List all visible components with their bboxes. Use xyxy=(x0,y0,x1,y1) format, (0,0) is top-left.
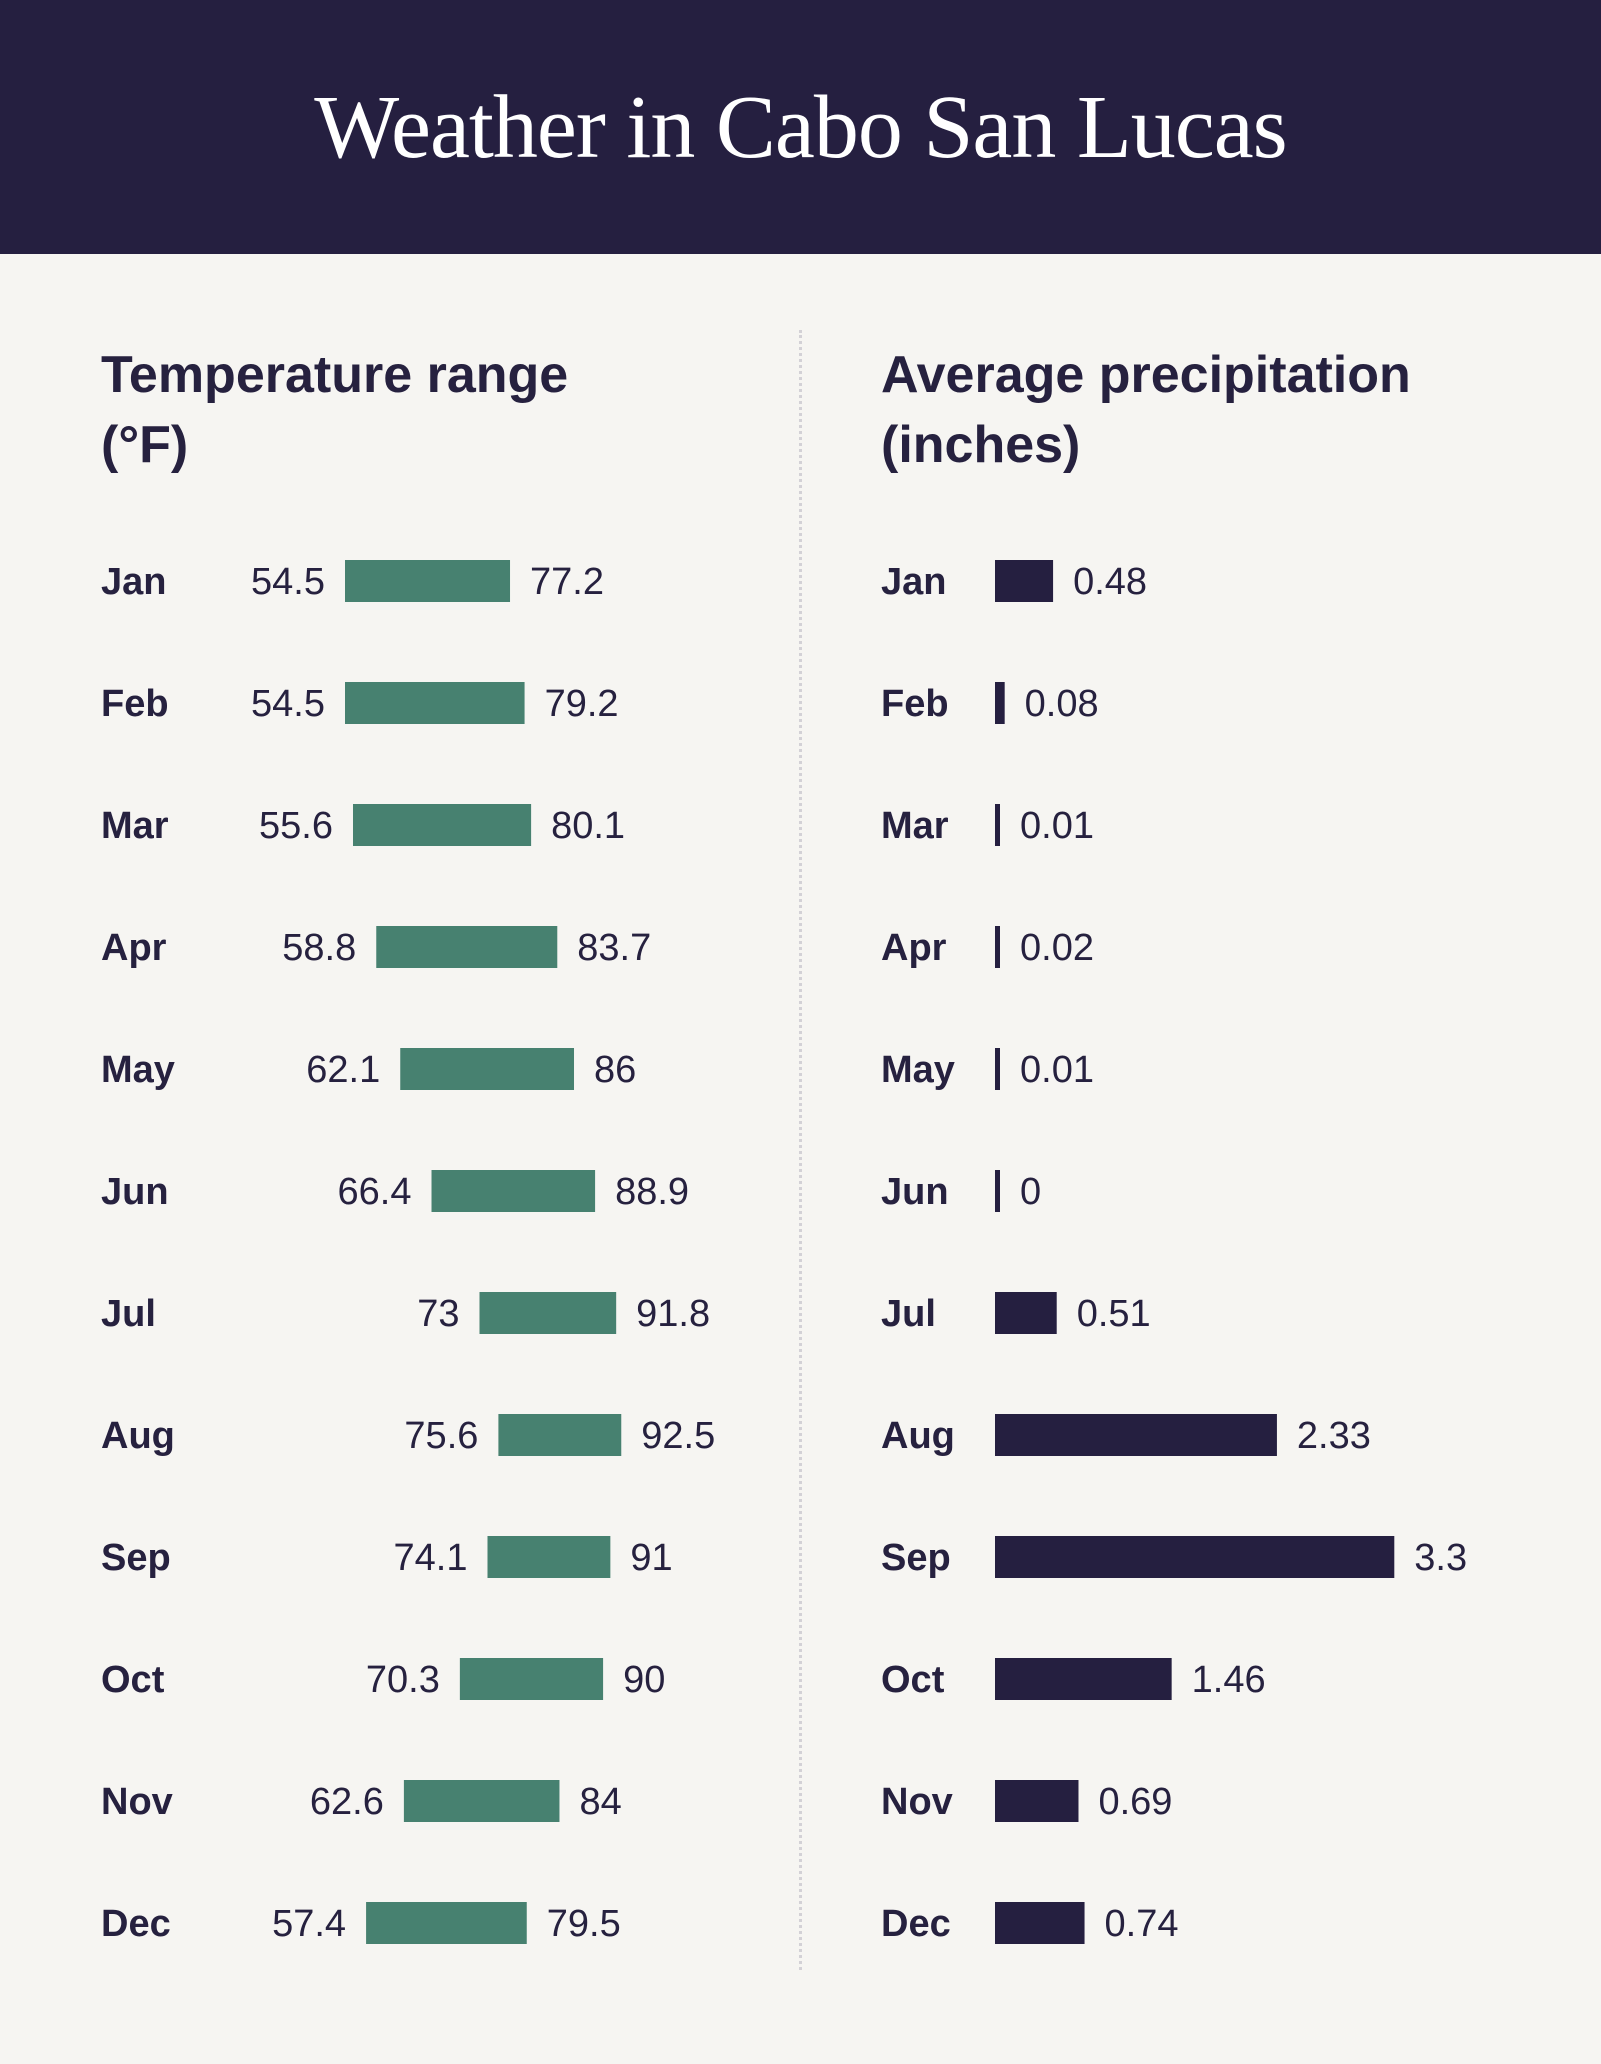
temperature-month-label: May xyxy=(101,1049,175,1091)
precipitation-value-label: 0.74 xyxy=(1105,1903,1179,1945)
temperature-high-label: 84 xyxy=(579,1781,621,1823)
precipitation-bar xyxy=(995,682,1005,724)
temperature-range-bar xyxy=(431,1170,596,1212)
precipitation-bar xyxy=(995,1292,1057,1334)
temperature-low-label: 66.4 xyxy=(338,1171,412,1213)
precipitation-month-label: Jun xyxy=(881,1171,949,1213)
page-title: Weather in Cabo San Lucas xyxy=(314,77,1287,177)
temperature-chart-title: Temperature range (°F) xyxy=(101,346,569,474)
temperature-low-label: 57.4 xyxy=(272,1903,346,1945)
column-divider xyxy=(799,330,802,1970)
temperature-range-bar xyxy=(487,1536,611,1578)
temperature-high-label: 86 xyxy=(594,1049,636,1091)
temperature-high-label: 91 xyxy=(630,1537,672,1579)
temperature-low-label: 62.6 xyxy=(310,1781,384,1823)
temperature-month-label: Aug xyxy=(101,1415,175,1457)
temperature-month-label: Jun xyxy=(101,1171,169,1213)
temperature-high-label: 90 xyxy=(623,1659,665,1701)
temperature-high-label: 92.5 xyxy=(641,1415,715,1457)
temperature-month-label: Oct xyxy=(101,1659,165,1701)
temperature-high-label: 91.8 xyxy=(636,1293,710,1335)
precipitation-value-label: 0.01 xyxy=(1020,805,1094,847)
precipitation-value-label: 2.33 xyxy=(1297,1415,1371,1457)
precipitation-month-label: May xyxy=(881,1049,955,1091)
temperature-low-label: 74.1 xyxy=(394,1537,468,1579)
precipitation-bar xyxy=(995,1780,1079,1822)
temperature-range-bar xyxy=(403,1780,560,1822)
temperature-month-label: Dec xyxy=(101,1903,171,1945)
precipitation-bar xyxy=(995,1414,1277,1456)
precipitation-bar xyxy=(995,1902,1085,1944)
precipitation-bar xyxy=(995,1658,1172,1700)
temperature-range-bar xyxy=(479,1292,617,1334)
temperature-low-label: 55.6 xyxy=(259,805,333,847)
precipitation-bar xyxy=(995,1170,1000,1212)
precipitation-value-label: 0.69 xyxy=(1098,1781,1172,1823)
precipitation-month-label: Apr xyxy=(881,927,947,969)
temperature-month-label: Mar xyxy=(101,805,169,847)
precipitation-value-label: 3.3 xyxy=(1414,1537,1467,1579)
temperature-low-label: 75.6 xyxy=(404,1415,478,1457)
precipitation-bar xyxy=(995,1048,1000,1090)
temperature-high-label: 83.7 xyxy=(577,927,651,969)
temperature-month-label: Feb xyxy=(101,683,169,725)
precipitation-bar xyxy=(995,1536,1395,1578)
precipitation-month-label: Nov xyxy=(881,1781,953,1823)
precipitation-month-label: Mar xyxy=(881,805,949,847)
temperature-high-label: 80.1 xyxy=(551,805,625,847)
precipitation-month-label: Aug xyxy=(881,1415,955,1457)
precipitation-month-label: Oct xyxy=(881,1659,945,1701)
precipitation-value-label: 0 xyxy=(1020,1171,1041,1213)
precipitation-month-label: Feb xyxy=(881,683,949,725)
temperature-range-bar xyxy=(498,1414,622,1456)
temperature-month-label: Apr xyxy=(101,927,167,969)
temperature-low-label: 54.5 xyxy=(251,561,325,603)
precipitation-month-label: Jul xyxy=(881,1293,936,1335)
precipitation-value-label: 0.01 xyxy=(1020,1049,1094,1091)
temperature-low-label: 62.1 xyxy=(306,1049,380,1091)
temperature-month-label: Jul xyxy=(101,1293,156,1335)
temperature-month-label: Jan xyxy=(101,561,166,603)
precipitation-bar xyxy=(995,804,1000,846)
header-banner xyxy=(0,0,1601,254)
temperature-range-bar xyxy=(376,926,558,968)
precipitation-value-label: 0.51 xyxy=(1077,1293,1151,1335)
temperature-range-bar xyxy=(345,560,511,602)
temperature-month-label: Nov xyxy=(101,1781,173,1823)
temperature-range-bar xyxy=(366,1902,527,1944)
temperature-high-label: 77.2 xyxy=(530,561,604,603)
precipitation-value-label: 0.08 xyxy=(1025,683,1099,725)
temperature-range-bar xyxy=(459,1658,604,1700)
temperature-high-label: 79.2 xyxy=(545,683,619,725)
temperature-high-label: 88.9 xyxy=(615,1171,689,1213)
temperature-range-bar xyxy=(352,804,532,846)
temperature-low-label: 54.5 xyxy=(251,683,325,725)
precipitation-value-label: 0.48 xyxy=(1073,561,1147,603)
precipitation-bar xyxy=(995,926,1000,968)
temperature-range-bar xyxy=(400,1048,575,1090)
precipitation-value-label: 1.46 xyxy=(1192,1659,1266,1701)
precipitation-month-label: Dec xyxy=(881,1903,951,1945)
precipitation-month-label: Jan xyxy=(881,561,946,603)
precipitation-bar xyxy=(995,560,1054,602)
temperature-range-bar xyxy=(345,682,525,724)
temperature-month-label: Sep xyxy=(101,1537,171,1579)
precipitation-month-label: Sep xyxy=(881,1537,951,1579)
temperature-low-label: 70.3 xyxy=(366,1659,440,1701)
precipitation-value-label: 0.02 xyxy=(1020,927,1094,969)
temperature-high-label: 79.5 xyxy=(547,1903,621,1945)
temperature-low-label: 58.8 xyxy=(282,927,356,969)
temperature-low-label: 73 xyxy=(417,1293,459,1335)
precipitation-chart-title: Average precipitation (inches) xyxy=(881,346,1411,474)
